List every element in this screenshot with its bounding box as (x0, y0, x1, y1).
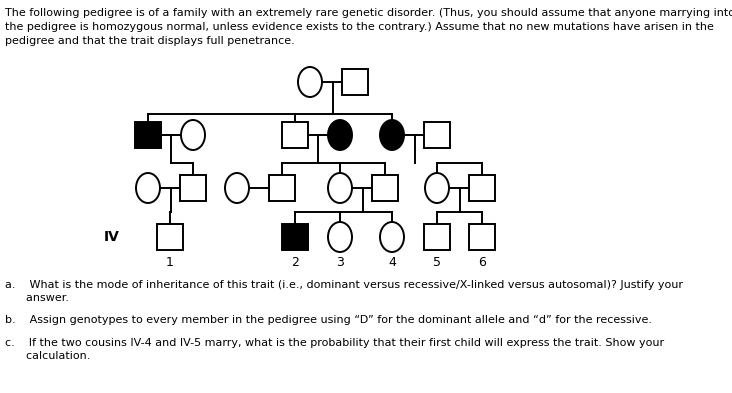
Text: IV: IV (104, 230, 120, 244)
Text: pedigree and that the trait displays full penetrance.: pedigree and that the trait displays ful… (5, 36, 295, 46)
Text: 6: 6 (478, 255, 486, 268)
Bar (469, 224, 495, 250)
Text: The following pedigree is of a family with an extremely rare genetic disorder. (: The following pedigree is of a family wi… (5, 8, 732, 18)
Ellipse shape (298, 67, 322, 97)
Ellipse shape (328, 173, 352, 203)
Text: 1: 1 (166, 255, 174, 268)
Ellipse shape (328, 120, 352, 150)
Text: c.    If the two cousins IV-4 and IV-5 marry, what is the probability that their: c. If the two cousins IV-4 and IV-5 marr… (5, 338, 664, 348)
Text: calculation.: calculation. (5, 351, 90, 361)
Bar (342, 69, 368, 95)
Bar (180, 175, 206, 201)
Bar (282, 224, 308, 250)
Bar (372, 175, 398, 201)
Bar (135, 122, 161, 148)
Text: 4: 4 (388, 255, 396, 268)
Text: 2: 2 (291, 255, 299, 268)
Bar (157, 224, 183, 250)
Ellipse shape (380, 120, 404, 150)
Text: b.    Assign genotypes to every member in the pedigree using “D” for the dominan: b. Assign genotypes to every member in t… (5, 315, 652, 325)
Ellipse shape (328, 222, 352, 252)
Ellipse shape (225, 173, 249, 203)
Bar (469, 175, 495, 201)
Bar (282, 122, 308, 148)
Bar (269, 175, 295, 201)
Text: answer.: answer. (5, 293, 69, 303)
Text: 5: 5 (433, 255, 441, 268)
Text: 3: 3 (336, 255, 344, 268)
Ellipse shape (425, 173, 449, 203)
Ellipse shape (380, 222, 404, 252)
Text: a.    What is the mode of inheritance of this trait (i.e., dominant versus reces: a. What is the mode of inheritance of th… (5, 280, 683, 290)
Bar (424, 224, 450, 250)
Text: the pedigree is homozygous normal, unless evidence exists to the contrary.) Assu: the pedigree is homozygous normal, unles… (5, 22, 714, 32)
Bar (424, 122, 450, 148)
Ellipse shape (136, 173, 160, 203)
Ellipse shape (181, 120, 205, 150)
